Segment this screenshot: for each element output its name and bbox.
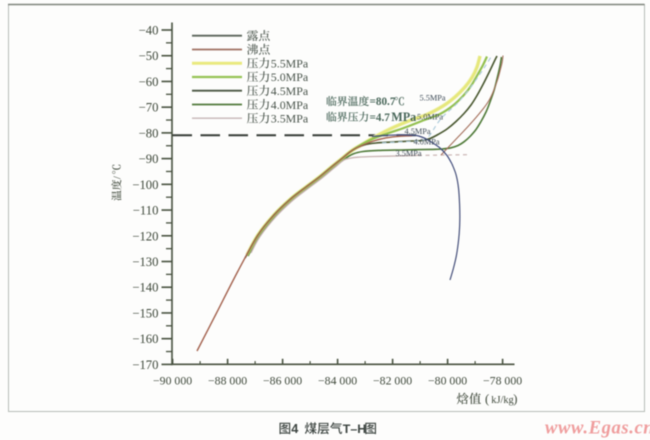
svg-text:−110: −110 — [133, 204, 159, 218]
svg-text:−100: −100 — [132, 178, 158, 192]
svg-text:4.5MPa: 4.5MPa — [405, 127, 431, 136]
svg-text:−90 000: −90 000 — [153, 374, 192, 388]
svg-text:−82 000: −82 000 — [373, 374, 412, 388]
svg-text:www.Egas.cn: www.Egas.cn — [545, 418, 650, 439]
svg-text:/: / — [112, 176, 124, 179]
svg-text:=4.7: =4.7 — [370, 112, 391, 124]
svg-text:5.5MPa: 5.5MPa — [420, 94, 446, 103]
svg-text:4.0MPa: 4.0MPa — [414, 137, 440, 146]
svg-text:5.0MPa: 5.0MPa — [417, 112, 443, 121]
svg-text:−80: −80 — [139, 126, 159, 140]
svg-text:−60: −60 — [139, 75, 159, 89]
svg-text:−80 000: −80 000 — [428, 374, 467, 388]
svg-text:−90: −90 — [139, 152, 159, 166]
svg-text:−88 000: −88 000 — [208, 374, 247, 388]
svg-text:−78 000: −78 000 — [483, 374, 522, 388]
svg-text:−86 000: −86 000 — [263, 374, 302, 388]
svg-text:−70: −70 — [139, 101, 159, 115]
svg-text:): ) — [513, 392, 517, 406]
svg-text:4: 4 — [291, 422, 298, 436]
svg-text:3.5MPa: 3.5MPa — [396, 149, 422, 158]
svg-text:MPa: MPa — [391, 110, 416, 124]
svg-text:−84 000: −84 000 — [318, 374, 357, 388]
svg-text:−170: −170 — [132, 358, 158, 372]
svg-text:kJ/kg: kJ/kg — [491, 395, 513, 406]
svg-text:−140: −140 — [132, 281, 158, 295]
svg-text:T–H: T–H — [343, 422, 366, 436]
svg-text:4.0MPa: 4.0MPa — [271, 98, 309, 112]
svg-text:−40: −40 — [139, 24, 159, 38]
svg-text:−50: −50 — [139, 49, 159, 63]
svg-text:3.5MPa: 3.5MPa — [271, 112, 309, 126]
svg-text:5.0MPa: 5.0MPa — [271, 70, 309, 84]
svg-text:5.5MPa: 5.5MPa — [271, 57, 309, 71]
svg-text:(: ( — [485, 392, 489, 406]
svg-text:−150: −150 — [132, 307, 158, 321]
svg-text:−160: −160 — [132, 332, 158, 346]
svg-text:=80.7: =80.7 — [370, 96, 396, 108]
svg-text:4.5MPa: 4.5MPa — [271, 84, 309, 98]
svg-text:−120: −120 — [132, 229, 158, 243]
svg-text:−130: −130 — [132, 255, 158, 269]
